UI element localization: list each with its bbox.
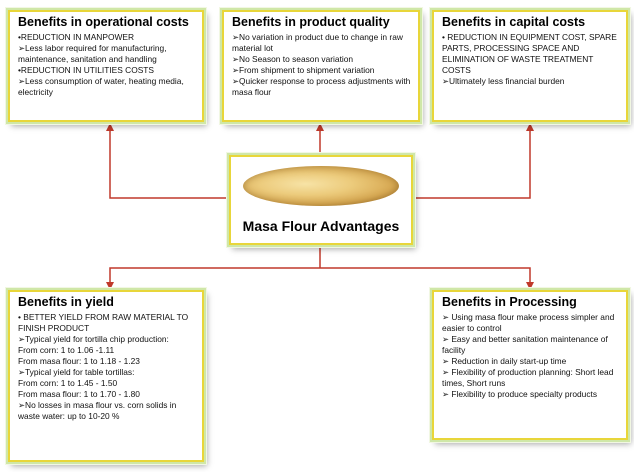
product-quality-box: Benefits in product quality ➢No variatio… <box>222 10 420 122</box>
list-item: ➢No Season to season variation <box>232 54 354 64</box>
center-title: Masa Flour Advantages <box>242 218 400 234</box>
capital-costs-box: Benefits in capital costs • REDUCTION IN… <box>432 10 628 122</box>
connector-to-capital <box>413 123 534 199</box>
operational-costs-box: Benefits in operational costs •REDUCTION… <box>8 10 204 122</box>
yield-list: • BETTER YIELD FROM RAW MATERIAL TO FINI… <box>18 312 196 422</box>
processing-list: ➢ Using masa flour make process simpler … <box>442 312 620 400</box>
processing-box: Benefits in Processing ➢ Using masa flou… <box>432 290 628 440</box>
capital-costs-list: • REDUCTION IN EQUIPMENT COST, SPARE PAR… <box>442 32 620 87</box>
list-item: ➢No variation in product due to change i… <box>232 32 403 53</box>
list-item: ➢ Easy and better sanitation maintenance… <box>442 334 608 355</box>
list-item: ➢From shipment to shipment variation <box>232 65 375 75</box>
list-item: ➢ Using masa flour make process simpler … <box>442 312 615 333</box>
operational-costs-title: Benefits in operational costs <box>18 15 189 29</box>
list-item: From masa flour: 1 to 1.18 - 1.23 <box>18 356 140 366</box>
list-item: ➢No losses in masa flour vs. corn solids… <box>18 400 177 421</box>
masa-flour-photo <box>243 166 399 206</box>
list-item: •REDUCTION IN MANPOWER <box>18 32 134 42</box>
connector-to-processing <box>320 267 534 290</box>
list-item: ➢Ultimately less financial burden <box>442 76 565 86</box>
list-item: From corn: 1 to 1.45 - 1.50 <box>18 378 118 388</box>
yield-box: Benefits in yield • BETTER YIELD FROM RA… <box>8 290 204 462</box>
list-item: •REDUCTION IN UTILITIES COSTS <box>18 65 155 75</box>
list-item: ➢Less consumption of water, heating medi… <box>18 76 184 97</box>
list-item: From corn: 1 to 1.06 -1.11 <box>18 345 115 355</box>
list-item: ➢ Reduction in daily start-up time <box>442 356 567 366</box>
masa-flour-center-box: Masa Flour Advantages <box>229 155 413 245</box>
list-item: ➢ Flexibility to produce specialty produ… <box>442 389 598 399</box>
product-quality-list: ➢No variation in product due to change i… <box>232 32 412 98</box>
list-item: ➢Less labor required for manufacturing, … <box>18 43 167 64</box>
list-item: • REDUCTION IN EQUIPMENT COST, SPARE PAR… <box>442 32 617 75</box>
list-item: ➢Typical yield for table tortillas: <box>18 367 135 377</box>
list-item: ➢ Flexibility of production planning: Sh… <box>442 367 614 388</box>
list-item: • BETTER YIELD FROM RAW MATERIAL TO FINI… <box>18 312 189 333</box>
list-item: ➢Typical yield for tortilla chip product… <box>18 334 169 344</box>
connector-to-operational <box>106 123 229 199</box>
yield-title: Benefits in yield <box>18 295 114 309</box>
list-item: ➢Quicker response to process adjustments… <box>232 76 411 97</box>
capital-costs-title: Benefits in capital costs <box>442 15 586 29</box>
connector-to-yield <box>106 267 320 290</box>
operational-costs-list: •REDUCTION IN MANPOWER ➢Less labor requi… <box>18 32 196 98</box>
product-quality-title: Benefits in product quality <box>232 15 390 29</box>
list-item: From masa flour: 1 to 1.70 - 1.80 <box>18 389 140 399</box>
processing-title: Benefits in Processing <box>442 295 577 309</box>
